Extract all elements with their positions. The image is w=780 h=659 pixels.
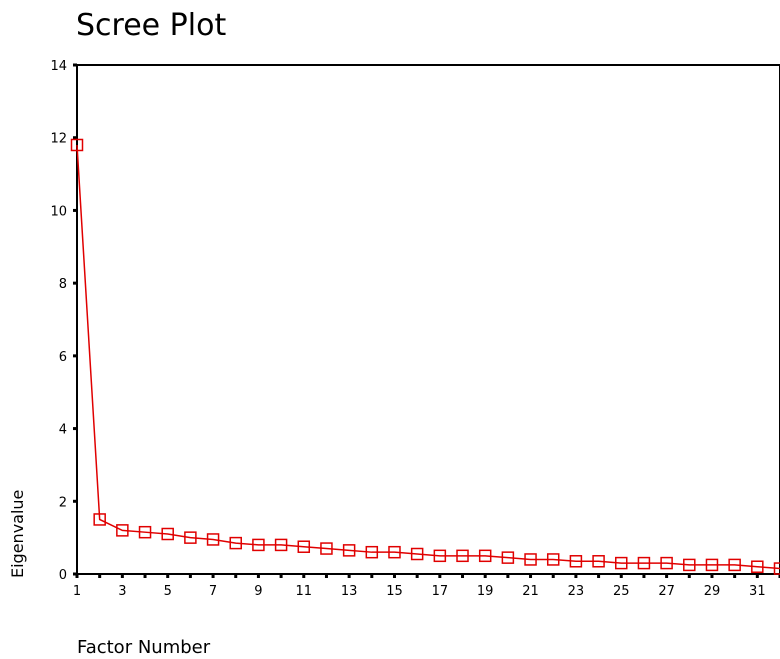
data-point-marker xyxy=(365,545,379,559)
data-point-marker xyxy=(184,531,197,544)
data-point-marker xyxy=(683,558,696,572)
y-tick-label: 2 xyxy=(59,495,67,510)
x-tick-label: 23 xyxy=(568,584,585,599)
data-point-marker xyxy=(229,536,242,550)
x-tick-label: 31 xyxy=(749,584,766,599)
x-tick-label: 13 xyxy=(341,584,358,599)
y-tick-label: 14 xyxy=(50,59,67,74)
y-tick-label: 10 xyxy=(50,204,67,219)
chart-title: Scree Plot xyxy=(76,8,227,43)
x-tick-label: 5 xyxy=(164,584,172,599)
data-point-marker xyxy=(705,558,719,572)
data-point-marker xyxy=(252,538,265,552)
data-point-marker xyxy=(728,558,741,572)
x-tick-label: 15 xyxy=(386,584,403,599)
x-tick-label: 27 xyxy=(658,584,675,599)
data-point-marker xyxy=(433,549,447,563)
data-point-marker xyxy=(274,538,288,552)
x-axis-label: Factor Number xyxy=(77,637,211,658)
data-point-marker xyxy=(501,551,515,564)
x-tick-label: 7 xyxy=(209,584,217,599)
data-point-marker xyxy=(138,525,152,539)
x-tick-label: 17 xyxy=(432,584,449,599)
data-point-marker xyxy=(410,547,424,561)
x-tick-label: 19 xyxy=(477,584,494,599)
data-point-marker xyxy=(342,544,356,557)
plot-frame xyxy=(76,64,780,575)
data-point-marker xyxy=(615,556,628,570)
x-tick-label: 3 xyxy=(118,584,126,599)
data-point-marker xyxy=(569,555,583,568)
x-tick-label: 29 xyxy=(704,584,721,599)
data-point-marker xyxy=(660,556,673,570)
x-tick-label: 11 xyxy=(296,584,313,599)
data-point-marker xyxy=(116,524,129,537)
data-point-marker xyxy=(93,513,106,526)
x-tick-label: 1 xyxy=(73,584,81,599)
data-point-marker xyxy=(456,549,469,563)
data-point-marker xyxy=(637,556,651,570)
data-point-marker xyxy=(592,555,605,568)
y-tick-label: 0 xyxy=(59,568,67,583)
y-tick-label: 6 xyxy=(59,350,67,365)
x-tick-label: 21 xyxy=(522,584,539,599)
series-line xyxy=(76,144,780,570)
data-point-marker xyxy=(751,560,764,573)
data-point-marker xyxy=(388,545,401,559)
y-tick-label: 4 xyxy=(59,423,67,438)
data-point-marker xyxy=(546,553,560,566)
data-point-marker xyxy=(206,533,220,546)
y-tick-label: 8 xyxy=(59,277,67,292)
data-point-marker xyxy=(297,540,311,553)
data-point-marker xyxy=(773,562,780,575)
data-point-marker xyxy=(320,542,333,555)
x-tick-label: 25 xyxy=(613,584,630,599)
x-tick-label: 9 xyxy=(254,584,262,599)
data-point-marker xyxy=(70,138,84,152)
data-point-marker xyxy=(524,553,537,566)
y-tick-label: 12 xyxy=(50,132,67,147)
data-point-marker xyxy=(478,549,492,563)
data-point-marker xyxy=(161,527,174,541)
